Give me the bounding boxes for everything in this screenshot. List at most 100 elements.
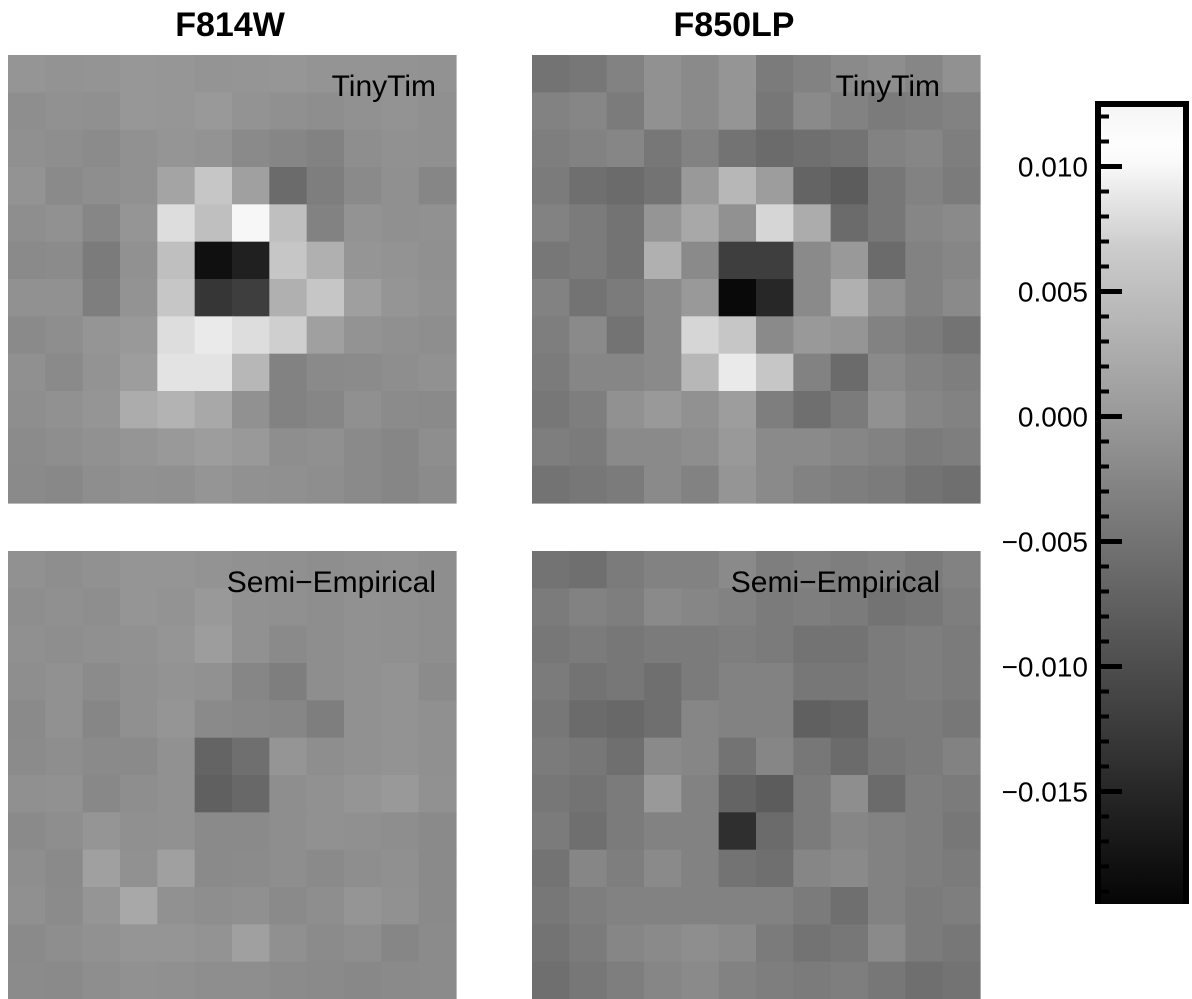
heatmap-cell bbox=[269, 279, 308, 317]
heatmap-cell bbox=[756, 625, 794, 664]
heatmap-cell bbox=[269, 55, 308, 93]
heatmap-cell bbox=[8, 428, 46, 467]
heatmap-cell bbox=[606, 887, 645, 925]
heatmap-cell bbox=[194, 279, 233, 317]
heatmap-cell bbox=[830, 700, 869, 739]
heatmap-cell bbox=[45, 737, 84, 776]
heatmap-cell bbox=[8, 92, 46, 131]
heatmap-cell bbox=[120, 92, 158, 131]
heatmap-cell bbox=[418, 737, 457, 776]
heatmap-cell bbox=[793, 924, 832, 963]
heatmap-cell bbox=[306, 391, 345, 429]
heatmap-cell bbox=[306, 428, 345, 467]
heatmap-cell bbox=[569, 241, 608, 280]
heatmap-cell bbox=[232, 961, 270, 999]
heatmap-cell bbox=[942, 924, 981, 963]
heatmap-cell bbox=[381, 849, 420, 888]
panel-f850lp-semi-empirical bbox=[532, 551, 981, 999]
heatmap-cell bbox=[569, 588, 608, 627]
heatmap-cell bbox=[157, 625, 196, 664]
heatmap-cell bbox=[718, 924, 757, 963]
heatmap-cell bbox=[606, 391, 645, 429]
heatmap-cell bbox=[82, 92, 121, 131]
heatmap-cell bbox=[157, 465, 196, 504]
heatmap-cell bbox=[606, 316, 645, 355]
heatmap-cell bbox=[756, 663, 794, 701]
heatmap-cell bbox=[306, 588, 345, 627]
heatmap-cell bbox=[681, 588, 720, 627]
heatmap-cell bbox=[905, 428, 944, 467]
heatmap-cell bbox=[232, 241, 270, 280]
heatmap-cell bbox=[756, 279, 794, 317]
heatmap-cell bbox=[381, 887, 420, 925]
heatmap-cell bbox=[793, 316, 832, 355]
heatmap-cell bbox=[830, 129, 869, 168]
heatmap-cell bbox=[418, 204, 457, 243]
heatmap-cell bbox=[718, 588, 757, 627]
heatmap-cell bbox=[532, 625, 570, 664]
heatmap-cell bbox=[644, 961, 682, 999]
heatmap-cell bbox=[82, 428, 121, 467]
heatmap-cell bbox=[942, 316, 981, 355]
heatmap-cell bbox=[418, 279, 457, 317]
colorbar-tick-label: −0.005 bbox=[1002, 527, 1088, 558]
heatmap-cell bbox=[718, 279, 757, 317]
heatmap-cell bbox=[418, 625, 457, 664]
heatmap-cell bbox=[157, 849, 196, 888]
heatmap-cell bbox=[269, 887, 308, 925]
heatmap-cell bbox=[194, 428, 233, 467]
heatmap-cell bbox=[644, 849, 682, 888]
heatmap-cell bbox=[82, 625, 121, 664]
column-title-f814w: F814W bbox=[175, 6, 285, 44]
heatmap-cell bbox=[644, 241, 682, 280]
heatmap-cell bbox=[269, 92, 308, 131]
heatmap-cell bbox=[194, 167, 233, 205]
heatmap-cell bbox=[569, 55, 608, 93]
heatmap-cell bbox=[756, 887, 794, 925]
heatmap-cell bbox=[344, 887, 382, 925]
heatmap-cell bbox=[793, 353, 832, 392]
heatmap-cell bbox=[718, 129, 757, 168]
heatmap-cell bbox=[82, 588, 121, 627]
heatmap-cell bbox=[306, 204, 345, 243]
heatmap-cell bbox=[868, 663, 906, 701]
heatmap-cell bbox=[868, 55, 906, 93]
heatmap-cell bbox=[532, 700, 570, 739]
heatmap-cell bbox=[606, 775, 645, 813]
heatmap-cell bbox=[942, 961, 981, 999]
heatmap-cell bbox=[45, 55, 84, 93]
heatmap-cell bbox=[532, 316, 570, 355]
heatmap-cell bbox=[194, 700, 233, 739]
heatmap-cell bbox=[793, 625, 832, 664]
heatmap-cell bbox=[756, 55, 794, 93]
heatmap-cell bbox=[306, 961, 345, 999]
heatmap-cell bbox=[418, 316, 457, 355]
heatmap-cell bbox=[157, 887, 196, 925]
heatmap-cell bbox=[681, 316, 720, 355]
heatmap-cell bbox=[868, 924, 906, 963]
heatmap-cell bbox=[344, 391, 382, 429]
heatmap-cell bbox=[306, 625, 345, 664]
heatmap-cell bbox=[830, 465, 869, 504]
heatmap-cell bbox=[344, 241, 382, 280]
heatmap-cell bbox=[344, 465, 382, 504]
heatmap-cell bbox=[8, 812, 46, 851]
heatmap-cell bbox=[718, 204, 757, 243]
heatmap-cell bbox=[120, 588, 158, 627]
heatmap-cell bbox=[532, 167, 570, 205]
heatmap-cell bbox=[82, 465, 121, 504]
heatmap-cell bbox=[381, 391, 420, 429]
heatmap-cell bbox=[532, 279, 570, 317]
heatmap-cell bbox=[569, 625, 608, 664]
heatmap-cell bbox=[120, 428, 158, 467]
heatmap-cell bbox=[120, 465, 158, 504]
heatmap-cell bbox=[306, 924, 345, 963]
heatmap-cell bbox=[942, 55, 981, 93]
heatmap-cell bbox=[157, 241, 196, 280]
heatmap-cell bbox=[269, 204, 308, 243]
heatmap-cell bbox=[306, 737, 345, 776]
heatmap-cell bbox=[232, 588, 270, 627]
heatmap-cell bbox=[157, 279, 196, 317]
heatmap-cell bbox=[194, 129, 233, 168]
heatmap-cell bbox=[120, 849, 158, 888]
